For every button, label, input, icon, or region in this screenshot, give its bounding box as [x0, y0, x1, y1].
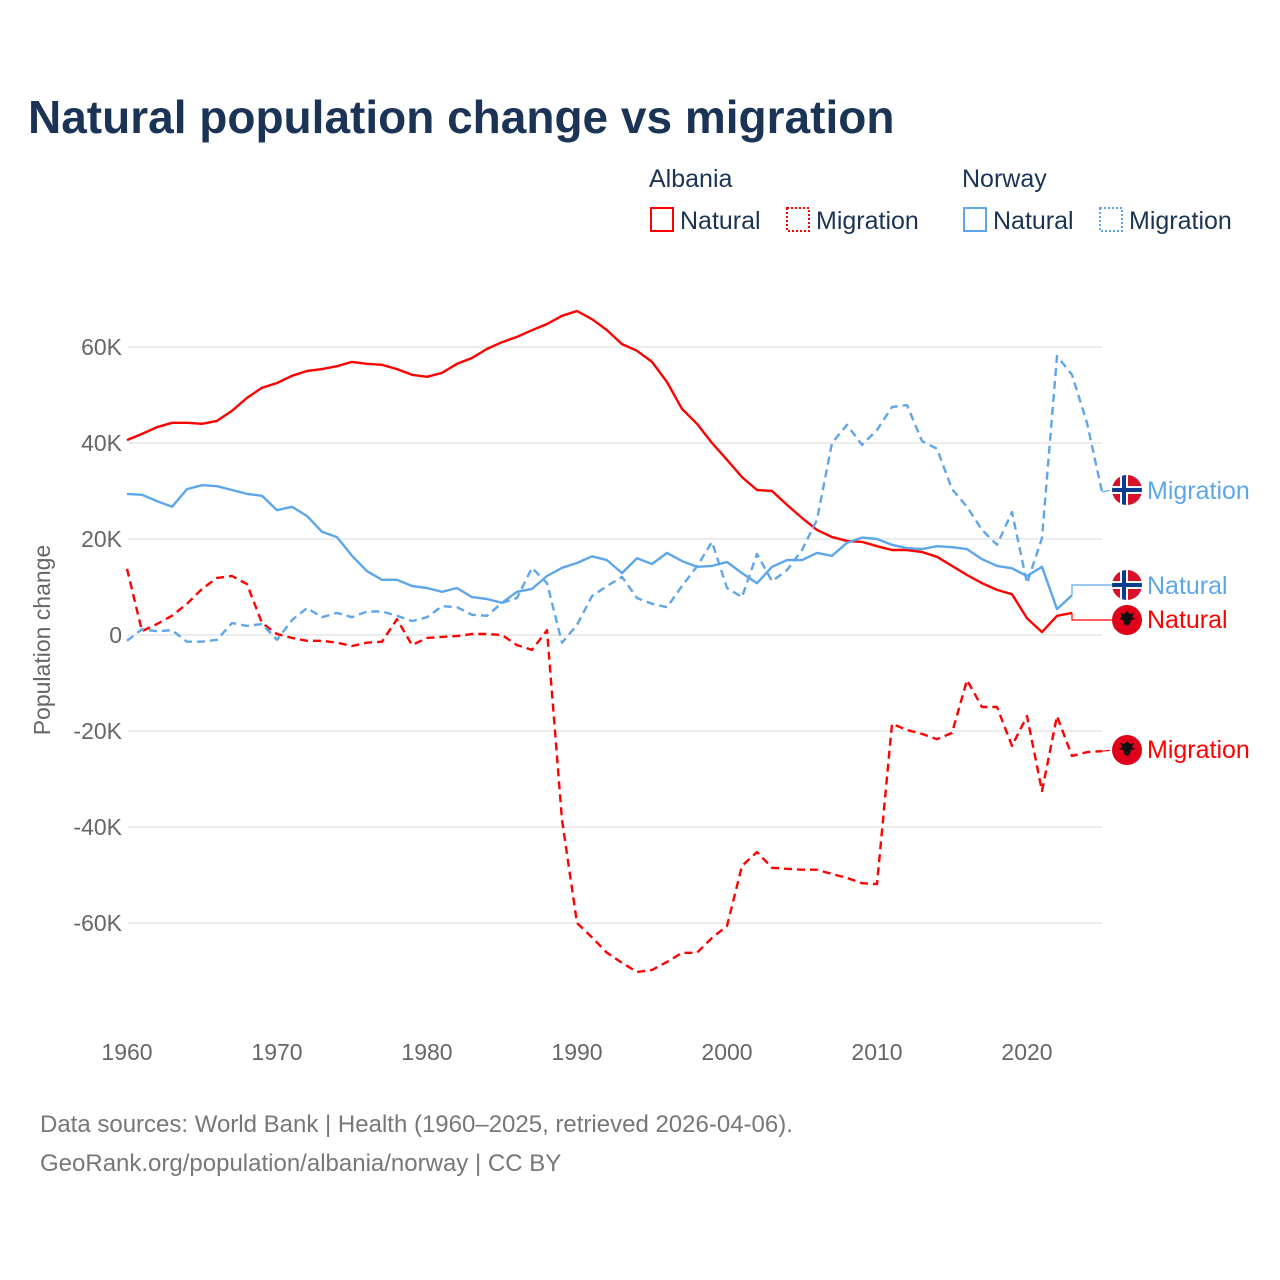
x-tick-label: 2020 — [1001, 1039, 1052, 1065]
footer-attribution: GeoRank.org/population/albania/norway | … — [40, 1150, 561, 1177]
y-axis-ticks: 60K 40K 20K 0 -20K -40K -60K — [73, 334, 122, 936]
end-label-text: Migration — [1147, 477, 1250, 505]
legend-group-albania: Albania — [649, 165, 732, 193]
y-tick-label: 0 — [109, 622, 122, 648]
norway-flag-icon — [1112, 570, 1142, 600]
end-label-connectors — [1071, 489, 1113, 752]
x-tick-label: 1980 — [401, 1039, 452, 1065]
end-label-norway-natural: Natural — [1112, 570, 1228, 600]
legend-swatch-norway-natural — [963, 207, 987, 232]
x-tick-label: 1960 — [101, 1039, 152, 1065]
series-lines — [125, 309, 1104, 974]
albania-flag-icon — [1112, 735, 1142, 765]
norway-flag-icon — [1112, 475, 1142, 505]
end-label-albania-natural: Natural — [1112, 605, 1228, 635]
legend-label-norway-migration: Migration — [1129, 207, 1232, 235]
connector-norway-migration — [1101, 489, 1113, 493]
y-tick-label: 20K — [81, 526, 123, 552]
y-tick-label: -40K — [73, 814, 122, 840]
y-tick-label: -20K — [73, 718, 122, 744]
x-tick-label: 1970 — [251, 1039, 302, 1065]
legend-swatch-norway-migration — [1099, 207, 1123, 232]
y-tick-label: 40K — [81, 430, 123, 456]
x-tick-label: 1990 — [551, 1039, 602, 1065]
legend-group-norway: Norway — [962, 165, 1047, 193]
legend-swatch-albania-natural — [650, 207, 674, 232]
footer-source: Data sources: World Bank | Health (1960–… — [40, 1111, 793, 1138]
end-label-text: Natural — [1147, 606, 1228, 634]
legend-label-norway-natural: Natural — [993, 207, 1074, 235]
end-label-text: Natural — [1147, 572, 1228, 600]
legend-swatch-albania-migration — [786, 207, 810, 232]
gridlines — [128, 346, 1102, 924]
series-line-norway-natural — [126, 484, 1073, 611]
series-line-norway-migration — [126, 354, 1104, 644]
series-line-albania-natural — [126, 309, 1073, 634]
y-tick-label: 60K — [81, 334, 123, 360]
end-label-albania-migration: Migration — [1112, 735, 1250, 765]
y-axis-label: Population change — [29, 545, 55, 736]
end-label-text: Migration — [1147, 736, 1250, 764]
albania-flag-icon — [1112, 605, 1142, 635]
x-axis-ticks: 1960 1970 1980 1990 2000 2010 2020 — [101, 1039, 1052, 1065]
connector-albania-natural — [1071, 612, 1112, 621]
legend-label-albania-natural: Natural — [680, 207, 761, 235]
connector-albania-migration — [1101, 749, 1113, 752]
legend-label-albania-migration: Migration — [816, 207, 919, 235]
end-label-norway-migration: Migration — [1112, 475, 1250, 505]
x-tick-label: 2010 — [851, 1039, 902, 1065]
legend: Albania Natural Migration Norway Natural… — [649, 165, 1232, 235]
chart-title: Natural population change vs migration — [28, 91, 894, 143]
series-line-albania-migration — [125, 568, 1103, 974]
x-tick-label: 2000 — [701, 1039, 752, 1065]
y-tick-label: -60K — [73, 910, 122, 936]
connector-norway-natural — [1071, 584, 1112, 596]
